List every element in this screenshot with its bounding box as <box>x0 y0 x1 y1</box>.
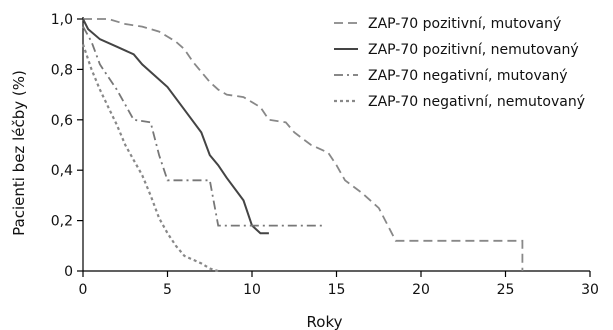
legend-label: ZAP-70 negativní, nemutovaný <box>368 94 585 110</box>
axes: 0 5 10 15 20 25 30 0 0,2 0,4 0,6 0,8 1,0 <box>51 12 599 298</box>
legend-item: ZAP-70 pozitivní, mutovaný <box>334 16 561 32</box>
y-tick-label: 0 <box>64 264 73 280</box>
x-axis-title: Roky <box>307 313 343 330</box>
y-tick-label: 0,6 <box>51 113 73 129</box>
x-tick-label: 0 <box>79 282 88 298</box>
series-layer <box>81 18 524 273</box>
x-tick-label: 30 <box>581 282 599 298</box>
x-tick-label: 25 <box>497 282 515 298</box>
series-line-1 <box>83 18 524 271</box>
legend-item: ZAP-70 negativní, nemutovaný <box>334 94 585 110</box>
legend: ZAP-70 pozitivní, mutovaný ZAP-70 pozitiv… <box>334 16 585 110</box>
x-tick-label: 5 <box>163 282 172 298</box>
series-line-2 <box>82 18 269 235</box>
y-axis-title: Pacienti bez léčby (%) <box>10 70 28 236</box>
y-tick-label: 0,4 <box>51 163 73 179</box>
series-line-4 <box>81 43 219 273</box>
x-tick-label: 10 <box>243 282 261 298</box>
legend-label: ZAP-70 pozitivní, mutovaný <box>368 16 561 32</box>
x-tick-label: 15 <box>328 282 346 298</box>
y-tick-label: 0,2 <box>51 214 73 230</box>
legend-item: ZAP-70 negativní, mutovaný <box>334 68 568 84</box>
y-tick-label: 0,8 <box>51 62 73 78</box>
legend-item: ZAP-70 pozitivní, nemutovaný <box>334 42 579 58</box>
x-tick-label: 20 <box>412 282 430 298</box>
legend-label: ZAP-70 pozitivní, nemutovaný <box>368 42 579 58</box>
y-tick-label: 1,0 <box>51 12 73 28</box>
series-line-3 <box>82 26 325 227</box>
legend-label: ZAP-70 negativní, mutovaný <box>368 68 568 84</box>
